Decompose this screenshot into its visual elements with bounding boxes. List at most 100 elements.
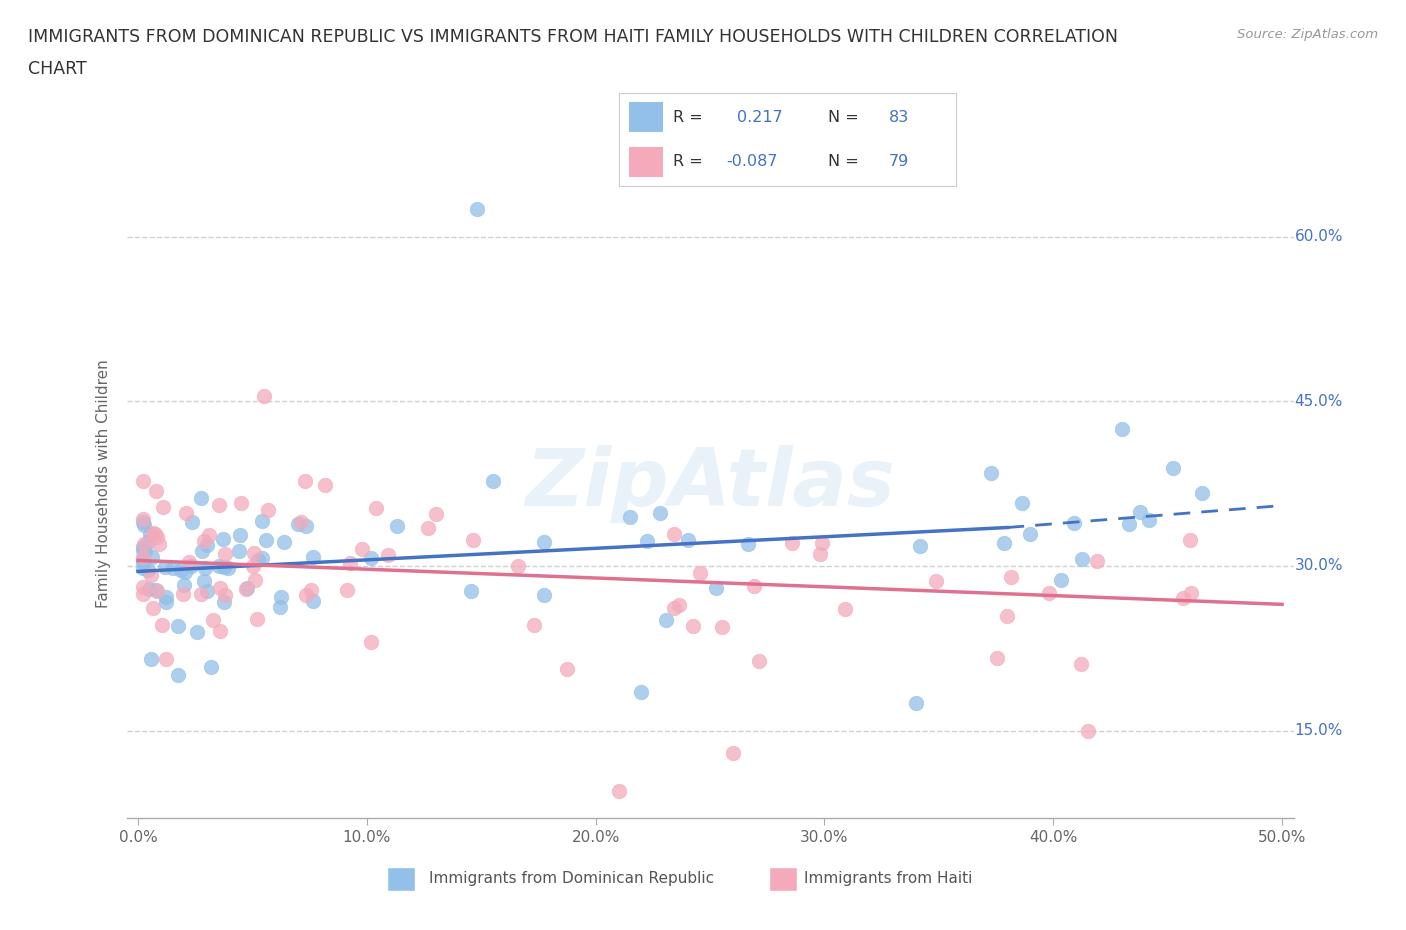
Point — [167, 667, 190, 682]
Point — [174, 565, 197, 579]
Point — [780, 536, 803, 551]
Point — [208, 559, 231, 574]
Point — [630, 684, 652, 699]
Point — [174, 505, 197, 520]
Point — [460, 584, 482, 599]
Point — [179, 554, 201, 569]
Text: CHART: CHART — [28, 60, 87, 78]
Point — [155, 590, 177, 604]
Point — [252, 513, 274, 528]
Point — [980, 466, 1002, 481]
Point — [668, 598, 690, 613]
Point — [314, 478, 336, 493]
Point — [236, 580, 259, 595]
Point — [1038, 585, 1060, 600]
Text: 79: 79 — [889, 154, 908, 169]
Point — [1011, 496, 1033, 511]
Point — [655, 612, 678, 627]
Point — [170, 562, 193, 577]
Point — [141, 568, 163, 583]
Point — [150, 618, 173, 632]
Point — [742, 578, 765, 593]
Point — [360, 551, 382, 565]
Point — [132, 517, 155, 532]
Point — [155, 595, 177, 610]
Point — [637, 534, 659, 549]
Point — [142, 601, 165, 616]
Point — [1071, 551, 1094, 566]
Point — [191, 543, 214, 558]
Point — [143, 526, 166, 541]
Point — [1019, 526, 1042, 541]
Point — [208, 498, 231, 512]
Point — [145, 582, 167, 597]
Point — [139, 526, 162, 541]
Point — [737, 537, 759, 551]
Point — [214, 546, 236, 561]
Point — [350, 541, 373, 556]
Text: Immigrants from Haiti: Immigrants from Haiti — [804, 871, 973, 886]
Point — [172, 587, 194, 602]
Point — [377, 548, 399, 563]
Point — [195, 584, 218, 599]
Point — [131, 512, 153, 526]
Point — [290, 514, 312, 529]
Point — [246, 611, 269, 626]
Point — [676, 533, 699, 548]
Point — [465, 202, 488, 217]
Point — [662, 601, 685, 616]
Point — [711, 619, 734, 634]
Point — [662, 526, 685, 541]
Point — [257, 503, 280, 518]
Point — [1000, 569, 1022, 584]
Point — [190, 491, 212, 506]
Point — [1180, 586, 1202, 601]
Point — [198, 527, 221, 542]
Point — [294, 473, 316, 488]
Point — [139, 651, 162, 666]
Text: ZipAtlas: ZipAtlas — [524, 445, 896, 523]
Point — [180, 558, 202, 573]
Text: 15.0%: 15.0% — [1295, 724, 1343, 738]
Point — [131, 561, 153, 576]
Point — [231, 496, 253, 511]
Point — [201, 613, 224, 628]
Point — [250, 551, 273, 565]
Point — [418, 521, 440, 536]
Point — [302, 594, 325, 609]
Point — [131, 550, 153, 565]
Point — [295, 519, 318, 534]
Point — [523, 618, 546, 632]
Point — [186, 625, 208, 640]
Bar — [628, 102, 662, 132]
Text: -0.087: -0.087 — [727, 154, 778, 169]
Point — [811, 536, 834, 551]
Point — [152, 499, 174, 514]
Point — [619, 510, 641, 525]
Point — [1171, 591, 1194, 605]
Point — [162, 561, 184, 576]
Point — [253, 389, 276, 404]
Point — [1129, 505, 1152, 520]
Point — [360, 634, 382, 649]
Point — [1191, 485, 1213, 500]
Point — [808, 547, 831, 562]
Point — [194, 561, 217, 576]
Point — [461, 533, 484, 548]
Point — [212, 594, 235, 609]
Point — [242, 559, 264, 574]
Point — [132, 539, 155, 554]
Text: Immigrants from Dominican Republic: Immigrants from Dominican Republic — [429, 871, 714, 886]
Y-axis label: Family Households with Children: Family Households with Children — [96, 359, 111, 608]
Point — [287, 516, 309, 531]
Point — [925, 574, 948, 589]
Point — [138, 581, 160, 596]
Point — [294, 588, 316, 603]
Point — [243, 546, 266, 561]
Point — [217, 561, 239, 576]
Point — [235, 581, 257, 596]
Point — [136, 563, 159, 578]
Point — [141, 550, 163, 565]
Point — [148, 537, 170, 551]
Point — [211, 531, 233, 546]
